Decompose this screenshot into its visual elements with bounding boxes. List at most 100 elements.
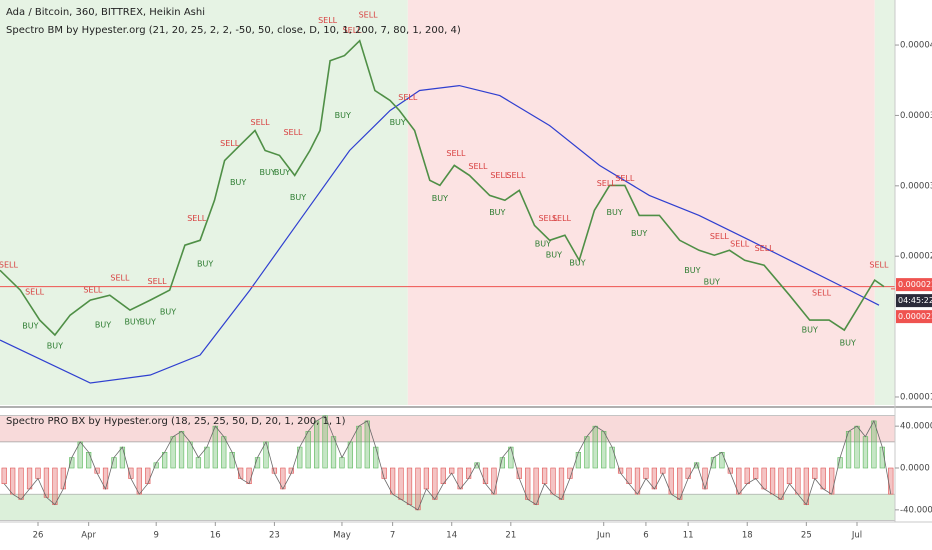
level-band	[0, 494, 895, 521]
oscillator-bar	[339, 457, 345, 469]
oscillator-bar	[246, 467, 252, 485]
oscillator-bar	[449, 467, 455, 474]
oscillator-bar	[888, 467, 894, 495]
oscillator-bar	[829, 467, 835, 495]
oscillator-bar	[187, 441, 193, 469]
sell-signal: SELL	[869, 261, 889, 270]
oscillator-bar	[508, 446, 514, 469]
oscillator-bar	[195, 457, 202, 469]
oscillator-bar	[702, 467, 708, 490]
price-tag: 0.00002284	[898, 280, 932, 289]
oscillator-bar	[862, 436, 869, 469]
x-tick-label: 23	[269, 531, 280, 541]
buy-signal: BUY	[140, 318, 156, 327]
buy-signal: BUY	[260, 168, 276, 177]
trend-zone	[407, 0, 875, 405]
oscillator-bar	[136, 467, 142, 495]
x-tick-label: 6	[643, 531, 648, 541]
oscillator-bar	[1, 467, 7, 485]
x-tick-label: 9	[153, 531, 158, 541]
buy-signal: BUY	[390, 118, 406, 127]
sell-signal: SELL	[343, 26, 363, 35]
sell-signal: SELL	[318, 16, 338, 25]
trend-zone	[0, 0, 408, 405]
buy-signal: BUY	[124, 318, 140, 327]
oscillator-bar	[575, 452, 581, 469]
oscillator-bar	[347, 441, 354, 469]
buy-signal: BUY	[432, 194, 448, 203]
x-tick-label: 25	[801, 531, 812, 541]
sell-signal: SELL	[755, 244, 775, 253]
sell-signal: SELL	[251, 118, 271, 127]
price-line	[0, 39, 885, 337]
oscillator-bar	[491, 467, 497, 495]
oscillator-bar	[204, 446, 210, 469]
y-tick-label: -40.0000	[900, 505, 932, 515]
oscillator-bar	[778, 467, 784, 500]
sell-signal: SELL	[710, 232, 730, 241]
sell-signal: SELL	[283, 128, 303, 137]
sell-signal: SELL	[0, 261, 19, 270]
oscillator-bar	[761, 467, 767, 490]
oscillator-bar	[389, 467, 396, 495]
oscillator-bar	[415, 467, 421, 511]
y-tick-label: 0.00002500	[900, 252, 932, 262]
buy-signal: BUY	[684, 266, 700, 275]
buy-signal: BUY	[607, 208, 623, 217]
oscillator-bar	[541, 467, 548, 485]
y-tick-label: 40.0000	[900, 422, 932, 432]
sell-signal: SELL	[552, 214, 572, 223]
oscillator-bar	[634, 467, 641, 495]
trend-zone	[874, 0, 895, 405]
oscillator-bar	[719, 452, 725, 469]
buy-signal: BUY	[631, 229, 647, 238]
sell-signal: SELL	[187, 214, 207, 223]
sell-signal: SELL	[446, 149, 466, 158]
oscillator-bar	[398, 467, 404, 500]
sell-signal: SELL	[812, 289, 832, 298]
oscillator-bar	[60, 467, 66, 490]
sell-signal: SELL	[148, 277, 168, 286]
oscillator-bar	[221, 436, 227, 469]
oscillator-bar	[871, 420, 877, 469]
oscillator-bar	[170, 436, 176, 469]
oscillator-bar	[550, 467, 556, 495]
countdown: 04:45:22	[898, 296, 932, 305]
oscillator-bar	[229, 452, 235, 469]
oscillator-bar	[52, 467, 58, 505]
low-tag-bg	[896, 310, 932, 324]
chart-title: Ada / Bitcoin, 360, BITTREX, Heikin Ashi	[6, 7, 205, 18]
buy-signal: BUY	[47, 342, 63, 351]
indicator-title: Spectro BM by Hypester.org (21, 20, 25, …	[6, 25, 461, 36]
oscillator-bar	[432, 467, 438, 500]
buy-signal: BUY	[160, 308, 176, 317]
oscillator-bar	[18, 467, 24, 500]
low-tag: 0.00002268	[898, 312, 932, 321]
buy-signal: BUY	[489, 208, 505, 217]
oscillator-bar	[753, 467, 759, 479]
x-tick-label: 7	[390, 531, 395, 541]
sell-signal: SELL	[83, 286, 103, 295]
level-band	[0, 415, 895, 442]
buy-signal: BUY	[290, 193, 306, 202]
buy-signal: BUY	[95, 321, 111, 330]
buy-signal: BUY	[535, 240, 551, 249]
oscillator-line	[3, 415, 892, 511]
x-tick-label: 21	[505, 531, 516, 541]
x-tick-label: 11	[683, 531, 694, 541]
buy-signal: BUY	[335, 111, 351, 120]
buy-signal: BUY	[569, 259, 585, 268]
oscillator-bar	[423, 467, 430, 490]
price-pane: SELL SELL SELL SELL SELL SELL SELL SELL SELL SELL…	[0, 0, 895, 405]
oscillator-bar	[609, 446, 615, 469]
x-tick-label: 18	[742, 531, 753, 541]
x-tick-label: 16	[210, 531, 221, 541]
sell-signal: SELL	[359, 10, 379, 19]
oscillator-pane	[0, 415, 895, 521]
oscillator-bar	[812, 467, 818, 479]
buy-signal: BUY	[704, 278, 720, 287]
oscillator-title: Spectro PRO BX by Hypester.org (18, 25, …	[6, 416, 346, 427]
oscillator-bar	[77, 441, 83, 469]
